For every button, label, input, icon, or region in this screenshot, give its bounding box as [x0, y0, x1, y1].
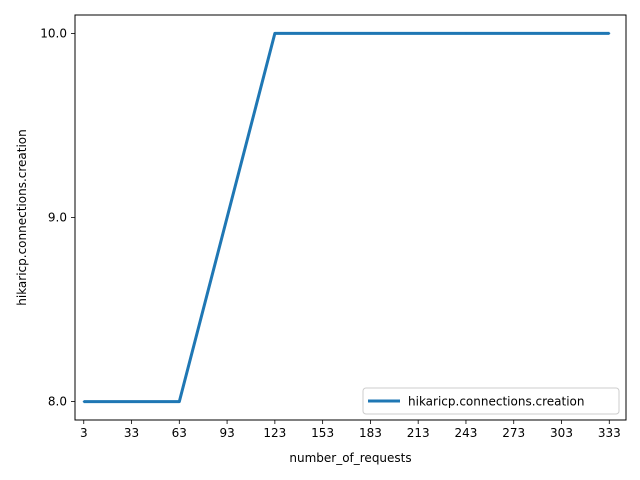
x-tick-label: 333	[598, 426, 621, 440]
x-tick-label: 153	[311, 426, 334, 440]
x-tick-label: 63	[172, 426, 187, 440]
data-point	[608, 32, 611, 35]
x-tick-label: 213	[407, 426, 430, 440]
x-tick-label: 3	[80, 426, 88, 440]
x-tick-label: 183	[359, 426, 382, 440]
y-axis-label: hikaricp.connections.creation	[15, 129, 29, 306]
data-point	[560, 32, 563, 35]
data-point	[226, 216, 229, 219]
axes-frame	[74, 14, 627, 421]
plot-layer	[82, 31, 611, 404]
data-point	[82, 400, 85, 403]
x-axis-ticks: 3 33 63 93 123 153 183 213 243 273 303 333	[80, 420, 621, 440]
y-tick-label: 10.0	[40, 26, 67, 40]
data-point	[417, 32, 420, 35]
legend: hikaricp.connections.creation	[362, 387, 620, 415]
x-tick-label: 303	[550, 426, 573, 440]
data-point	[130, 400, 133, 403]
x-axis-label: number_of_requests	[289, 451, 411, 465]
data-point	[464, 32, 467, 35]
data-point	[273, 32, 276, 35]
x-tick-label: 273	[502, 426, 525, 440]
y-tick-label: 8.0	[48, 395, 67, 409]
data-point	[512, 32, 515, 35]
legend-entry-label: hikaricp.connections.creation	[408, 395, 585, 409]
y-tick-label: 9.0	[48, 211, 67, 225]
data-point	[369, 32, 372, 35]
x-tick-label: 243	[455, 426, 478, 440]
x-tick-label: 123	[263, 426, 286, 440]
y-axis-ticks: 8.0 9.0 10.0	[40, 26, 75, 409]
x-tick-label: 93	[219, 426, 234, 440]
data-point	[178, 400, 181, 403]
series-line	[83, 31, 610, 404]
data-point	[321, 32, 324, 35]
legend-box	[362, 387, 620, 415]
x-tick-label: 33	[124, 426, 139, 440]
